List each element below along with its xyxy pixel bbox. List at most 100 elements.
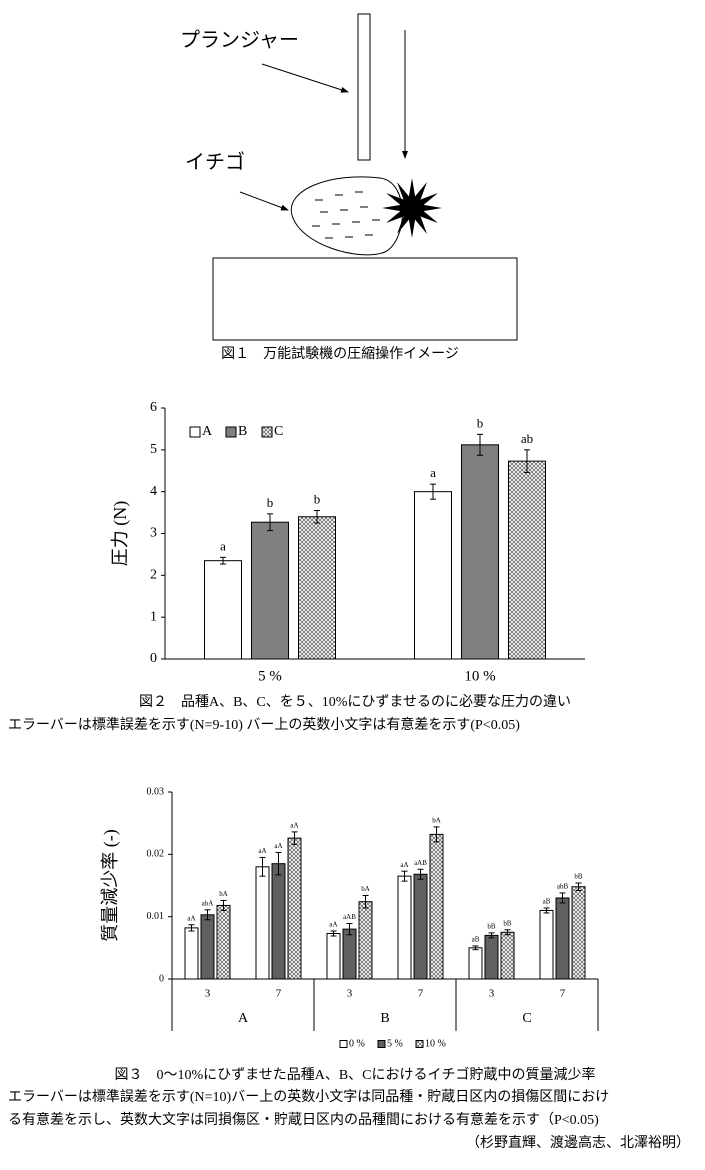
bar [397, 875, 412, 980]
error-bar [430, 483, 436, 500]
legend-label: B [238, 424, 247, 439]
error-bar [330, 930, 337, 937]
y-tick-label: 0 [159, 973, 164, 984]
bar [216, 904, 231, 980]
error-bar [433, 826, 440, 843]
legend-swatch [415, 1040, 424, 1048]
error-bar [362, 894, 369, 909]
legend-swatch [189, 426, 201, 438]
error-bar [220, 556, 226, 565]
significance-letter: aB [543, 898, 551, 906]
x-tick-label: 3 [347, 988, 353, 1000]
significance-letter: bB [487, 922, 496, 930]
y-tick-label: 2 [150, 568, 157, 583]
bar [287, 837, 302, 980]
error-bar [488, 932, 495, 939]
error-bar [259, 856, 266, 877]
bar [298, 516, 336, 660]
error-bar [401, 870, 408, 882]
error-bar [417, 868, 424, 880]
error-bar [559, 892, 566, 904]
y-axis-label: 質量減少率 (-) [100, 829, 121, 941]
y-tick-label: 0.03 [147, 786, 165, 797]
significance-letter: aAB [343, 913, 356, 921]
significance-letter: aA [274, 842, 282, 850]
error-bar [220, 899, 227, 911]
figure-caption: 図３ 0〜10%にひずませた品種A、B、Cにおけるイチゴ貯蔵中の質量減少率 [114, 1066, 595, 1083]
y-tick-label: 1 [150, 609, 157, 624]
error-bar [314, 509, 320, 524]
legend: 0 % 5 % 10 % [339, 1038, 446, 1049]
group-label: B [380, 1011, 389, 1026]
error-bar [275, 851, 282, 876]
group-label: A [238, 1011, 249, 1026]
bar [429, 833, 444, 980]
y-tick-label: 6 [150, 400, 157, 415]
bar [484, 934, 499, 980]
group-label: C [522, 1011, 531, 1026]
strawberry-texture [312, 191, 380, 239]
bar [200, 914, 215, 980]
significance-letter: aA [258, 847, 266, 855]
error-bar [472, 945, 479, 951]
bar [358, 901, 373, 980]
significance-letter: abB [557, 883, 569, 891]
error-bar [267, 513, 273, 532]
significance-letter: b [477, 415, 484, 430]
bar [251, 521, 289, 660]
significance-letter: aA [187, 914, 195, 922]
bar [508, 460, 546, 660]
bar [414, 491, 452, 660]
significance-letter: aA [400, 861, 408, 869]
legend-label: 5 % [387, 1038, 403, 1049]
bar [255, 866, 270, 980]
significance-letter: bA [219, 890, 228, 898]
error-bar [477, 433, 483, 456]
figure-caption: る有意差を示し、英数大文字は同損傷区・貯蔵日区内の品種間における有意差を示す（P… [8, 1111, 599, 1128]
figure-caption: エラーバーは標準誤差を示す(N=9-10) バー上の英数小文字は有意差を示す(P… [8, 716, 520, 733]
strawberry-label: イチゴ [185, 151, 245, 174]
significance-letter: bB [574, 873, 583, 881]
x-tick-label: 10 % [464, 668, 495, 684]
y-tick-label: 0.02 [147, 849, 165, 860]
bar [500, 931, 515, 980]
strawberry [290, 176, 403, 256]
legend-label: C [274, 424, 283, 439]
bar [555, 897, 570, 980]
legend-label: 10 % [425, 1038, 446, 1049]
x-tick-label: 7 [276, 988, 282, 1000]
bar [468, 947, 483, 980]
label-arrow [239, 191, 289, 211]
x-tick-label: 7 [418, 988, 424, 1000]
legend-swatch [225, 426, 237, 438]
chart: 0 0.01 0.02 0.03 質量減少率 (-) 3 aA abA bA 7 aA aA aA 3 aA… [8, 786, 609, 1128]
legend-swatch [339, 1040, 348, 1048]
significance-letter: b [314, 491, 321, 506]
y-tick-label: 3 [150, 526, 157, 541]
plunger-label: プランジャー [180, 30, 299, 52]
significance-letter: b [267, 495, 274, 510]
base-block [212, 257, 518, 341]
error-bar [575, 882, 582, 891]
figure-caption: 図２ 品種A、B、C、を５、10%にひずませるのに必要な圧力の違い [139, 694, 571, 710]
significance-letter: bB [503, 919, 512, 927]
error-bar [504, 929, 511, 936]
bar [342, 928, 357, 980]
y-tick-label: 0.01 [147, 911, 165, 922]
significance-letter: a [220, 538, 226, 553]
x-tick-label: 7 [560, 988, 566, 1000]
author: （杉野直輝、渡邊高志、北澤裕明） [466, 1134, 690, 1151]
error-bar [291, 831, 298, 845]
bar [413, 873, 428, 980]
significance-letter: aA [290, 822, 298, 830]
legend: A B C [189, 424, 283, 439]
significance-letter: abA [202, 899, 214, 907]
legend-label: A [202, 424, 213, 439]
y-tick-label: 4 [150, 484, 157, 499]
error-bar [524, 449, 530, 473]
bar [184, 927, 199, 980]
bar [539, 909, 554, 980]
bar [571, 886, 586, 980]
significance-letter: a [430, 465, 436, 480]
